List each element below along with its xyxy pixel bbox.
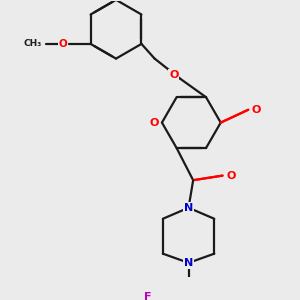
Text: O: O xyxy=(150,118,159,128)
Text: N: N xyxy=(184,258,193,268)
Text: F: F xyxy=(144,292,152,300)
Text: O: O xyxy=(169,70,178,80)
Text: O: O xyxy=(58,39,68,49)
Text: N: N xyxy=(184,203,193,213)
Text: O: O xyxy=(226,171,236,181)
Text: CH₃: CH₃ xyxy=(24,39,42,48)
Text: O: O xyxy=(252,105,261,115)
